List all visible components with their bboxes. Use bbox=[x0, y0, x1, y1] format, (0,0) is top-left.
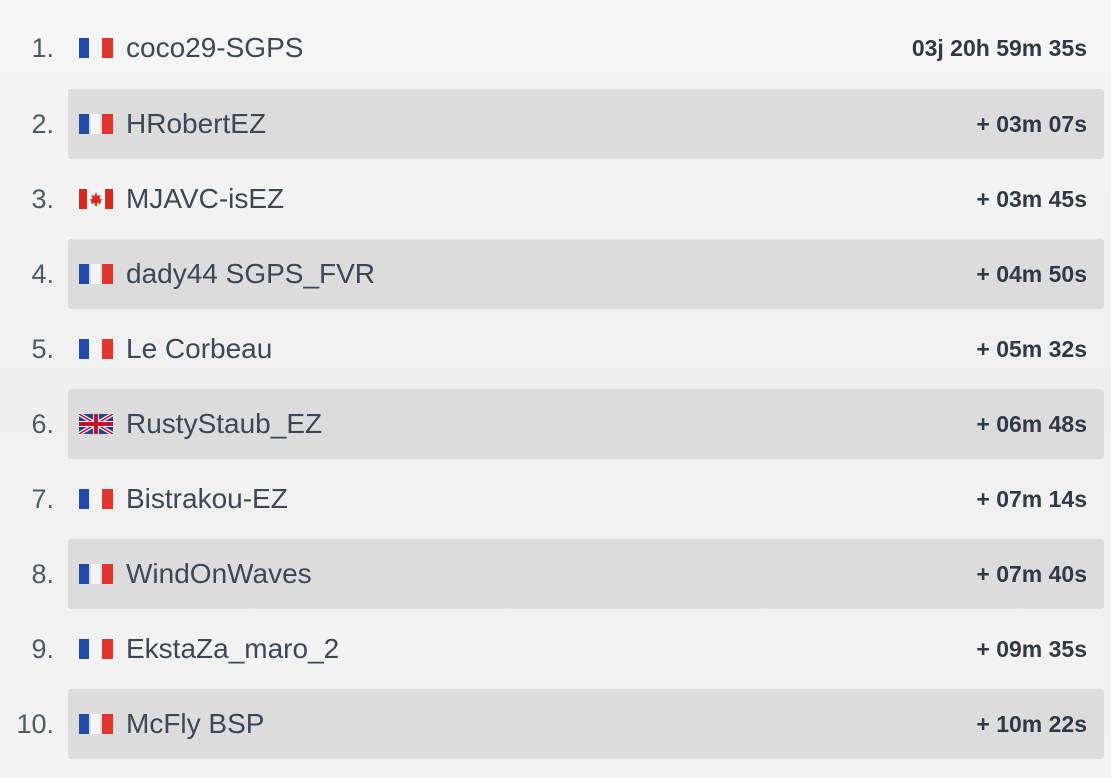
rank-label: 6. bbox=[31, 409, 54, 439]
leaderboard-row[interactable]: 9. EkstaZa_maro_2 + 09m 35s bbox=[0, 614, 1111, 684]
race-time: 03j 20h 59m 35s bbox=[911, 35, 1087, 61]
rank-label: 10. bbox=[16, 709, 54, 739]
rank-label: 8. bbox=[31, 559, 54, 589]
rank-label: 3. bbox=[31, 184, 54, 214]
leaderboard-row[interactable]: 7. Bistrakou-EZ + 07m 14s bbox=[0, 464, 1111, 534]
race-time: + 06m 48s bbox=[976, 411, 1087, 437]
race-time: + 09m 35s bbox=[976, 636, 1087, 662]
race-time: + 07m 14s bbox=[976, 486, 1087, 512]
race-time: + 10m 22s bbox=[976, 711, 1087, 737]
leaderboard-row[interactable]: 2. HRobertEZ + 03m 07s bbox=[0, 89, 1111, 159]
canada-flag-icon bbox=[79, 189, 113, 209]
france-flag-icon bbox=[79, 339, 113, 359]
leaderboard-row[interactable]: 10. McFly BSP + 10m 22s bbox=[0, 689, 1111, 759]
row-background bbox=[68, 389, 1104, 459]
france-flag-icon bbox=[79, 714, 113, 734]
race-time: + 07m 40s bbox=[976, 561, 1087, 587]
france-flag-icon bbox=[79, 264, 113, 284]
france-flag-icon bbox=[79, 489, 113, 509]
france-flag-icon bbox=[79, 639, 113, 659]
leaderboard-row[interactable]: 8. WindOnWaves + 07m 40s bbox=[0, 539, 1111, 609]
player-name[interactable]: coco29-SGPS bbox=[126, 32, 304, 63]
france-flag-icon bbox=[79, 564, 113, 584]
leaderboard-row[interactable]: 4. dady44 SGPS_FVR + 04m 50s bbox=[0, 239, 1111, 309]
player-name[interactable]: Le Corbeau bbox=[126, 333, 273, 364]
player-name[interactable]: MJAVC-isEZ bbox=[126, 183, 285, 214]
leaderboard-row[interactable]: 1. coco29-SGPS 03j 20h 59m 35s bbox=[0, 13, 1111, 83]
player-name[interactable]: McFly BSP bbox=[126, 708, 265, 739]
rank-label: 5. bbox=[31, 334, 54, 364]
rank-label: 4. bbox=[31, 259, 54, 289]
row-background bbox=[68, 539, 1104, 609]
rank-label: 9. bbox=[31, 634, 54, 664]
row-background bbox=[68, 689, 1104, 759]
france-flag-icon bbox=[79, 114, 113, 134]
rank-label: 2. bbox=[31, 109, 54, 139]
player-name[interactable]: WindOnWaves bbox=[126, 558, 312, 589]
player-name[interactable]: Bistrakou-EZ bbox=[126, 483, 288, 514]
rank-label: 1. bbox=[31, 33, 54, 63]
leaderboard-row[interactable]: 6. RustyStaub_EZ + 06m 48s bbox=[0, 389, 1111, 459]
uk-flag-icon bbox=[79, 414, 113, 434]
row-background bbox=[68, 89, 1104, 159]
player-name[interactable]: dady44 SGPS_FVR bbox=[126, 258, 376, 289]
row-background bbox=[68, 239, 1104, 309]
race-time: + 04m 50s bbox=[976, 261, 1087, 287]
race-time: + 05m 32s bbox=[976, 336, 1087, 362]
player-name[interactable]: HRobertEZ bbox=[126, 108, 267, 139]
france-flag-icon bbox=[79, 38, 113, 58]
race-time: + 03m 07s bbox=[976, 111, 1087, 137]
leaderboard-row[interactable]: 3. MJAVC-isEZ + 03m 45s bbox=[0, 164, 1111, 234]
player-name[interactable]: RustyStaub_EZ bbox=[126, 408, 323, 439]
rank-label: 7. bbox=[31, 484, 54, 514]
player-name[interactable]: EkstaZa_maro_2 bbox=[126, 633, 340, 664]
leaderboard-row[interactable]: 5. Le Corbeau + 05m 32s bbox=[0, 314, 1111, 384]
race-time: + 03m 45s bbox=[976, 186, 1087, 212]
